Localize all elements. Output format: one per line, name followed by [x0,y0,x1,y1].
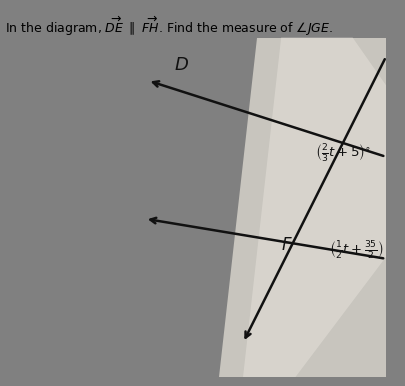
Text: In the diagram, $\overrightarrow{DE}$ $\parallel$ $\overrightarrow{FH}$. Find th: In the diagram, $\overrightarrow{DE}$ $\… [5,15,333,38]
Polygon shape [219,38,386,377]
Text: F: F [281,236,291,254]
Text: $\left(\frac{1}{2}t + \frac{35}{2}\right)$: $\left(\frac{1}{2}t + \frac{35}{2}\right… [329,239,384,261]
Polygon shape [243,38,386,377]
Text: D: D [175,56,188,74]
Text: $\left(\frac{2}{3}t + 5\right)^{\circ}$: $\left(\frac{2}{3}t + 5\right)^{\circ}$ [315,142,371,164]
